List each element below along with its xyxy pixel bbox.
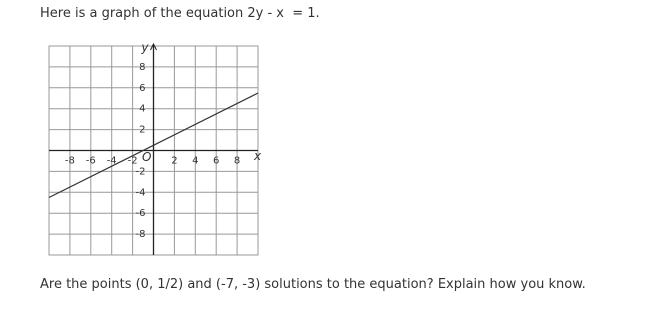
- x-tick-label: 6: [213, 156, 219, 167]
- prompt: Here is a graph of the equation 2y - x =…: [40, 6, 320, 21]
- x-tick-label: 2: [171, 156, 177, 167]
- y-axis-label: y: [140, 41, 149, 55]
- y-axis-arrow: [150, 42, 157, 51]
- x-tick-label: 8: [234, 156, 240, 167]
- y-tick-label: 8: [139, 62, 145, 73]
- x-tick-label: 4: [192, 156, 198, 167]
- equation-line: [48, 92, 259, 199]
- y-tick-label: 4: [139, 104, 145, 115]
- y-tick-label: 6: [139, 83, 145, 94]
- x-tick-label: -6: [86, 156, 96, 167]
- x-axis-label: x: [253, 149, 262, 163]
- origin-label: O: [142, 150, 151, 164]
- x-tick-label: -2: [128, 156, 138, 167]
- question: Are the points (0, 1/2) and (-7, -3) sol…: [40, 277, 586, 292]
- y-tick-label: 2: [139, 125, 145, 136]
- x-tick-label: -4: [107, 156, 117, 167]
- x-tick-label: -8: [65, 156, 75, 167]
- y-tick-label: -2: [136, 166, 146, 177]
- y-tick-label: -8: [136, 229, 146, 240]
- y-tick-label: -4: [136, 187, 146, 198]
- y-tick-label: -6: [136, 208, 146, 219]
